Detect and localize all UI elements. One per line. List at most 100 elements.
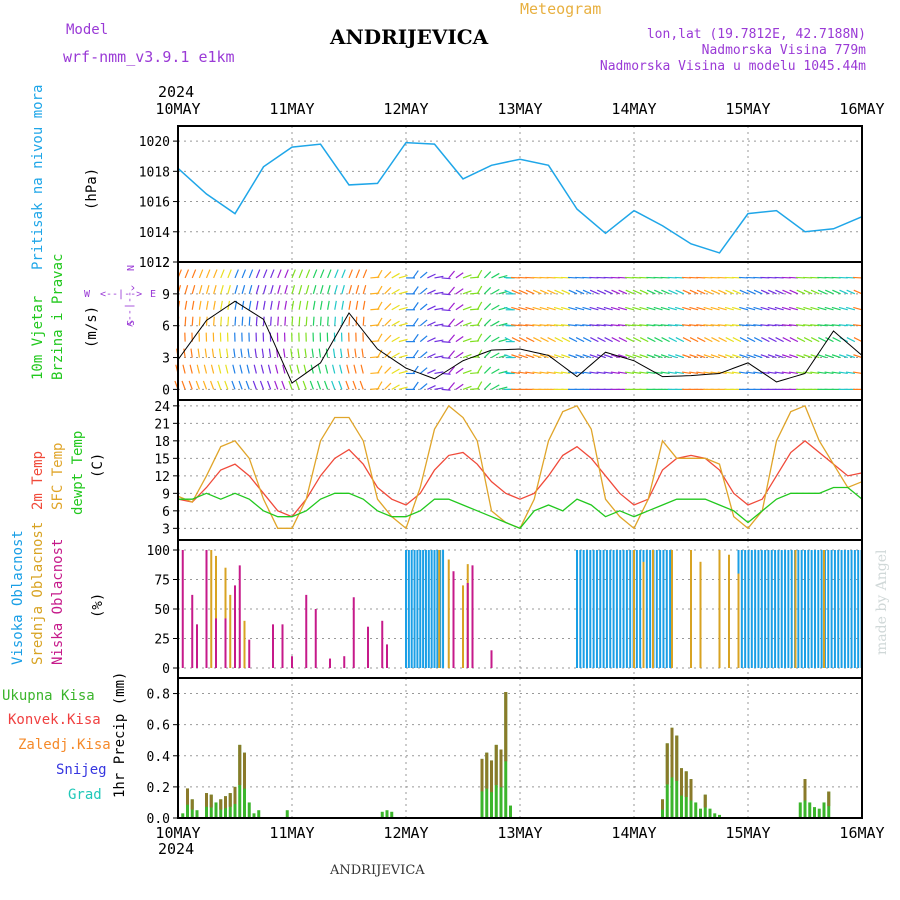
wind-barb [831, 306, 841, 311]
wind-barb [803, 324, 813, 327]
temp-panel-frame [177, 399, 863, 541]
wind-barb [462, 337, 472, 343]
wind-barb [561, 336, 571, 343]
wind-barb [711, 336, 720, 343]
wind-barb [646, 371, 656, 375]
temp-ytick-label: 18 [154, 435, 170, 450]
wind-barb [391, 320, 400, 327]
wind-barb [689, 354, 699, 359]
wind-barb [518, 371, 528, 375]
wind-barb [567, 324, 578, 327]
wind-barb [217, 364, 222, 374]
wind-barb [498, 338, 508, 343]
wind-barb [220, 285, 224, 295]
wind-barb [305, 300, 309, 310]
wind-barb [341, 300, 345, 310]
wind-barb [589, 371, 599, 375]
precip-bar-conv [485, 752, 489, 789]
wind-barb [211, 348, 215, 358]
precip-bar-total [257, 810, 261, 818]
wind-barb [384, 287, 392, 295]
temp-ytick-label: 12 [154, 470, 170, 485]
wind-barb [291, 285, 296, 295]
wind-barb [610, 324, 620, 327]
wind-barb [319, 316, 322, 326]
pressure-line [177, 141, 863, 254]
wind-barb [760, 324, 770, 327]
wind-barb [270, 269, 275, 279]
wind-barb [205, 285, 210, 295]
wind-barb [491, 352, 500, 359]
wind-barb [284, 285, 288, 295]
wind-barb [455, 272, 464, 279]
precip-bar-total [509, 805, 512, 818]
wind-barb [498, 322, 508, 327]
wind-barb [441, 388, 451, 391]
wind-barb [498, 386, 508, 390]
wind-barb [317, 364, 322, 374]
wind-barb [316, 380, 322, 390]
wind-barb [675, 289, 685, 295]
wind-barb [846, 354, 856, 359]
wind-barb [312, 285, 317, 295]
wind-barb [241, 269, 247, 279]
precip-bar-conv [665, 743, 669, 785]
wind-barb [246, 364, 250, 374]
wind-barb [511, 306, 521, 311]
wind-barb [254, 348, 257, 358]
wind-barb [277, 269, 282, 279]
cloud-unit: (%) [90, 593, 106, 618]
wind-barb [824, 324, 834, 327]
wind-barb [575, 371, 585, 375]
wind-barb [838, 371, 848, 375]
wind-barb [774, 306, 784, 311]
wind-barb [462, 369, 472, 375]
wind-panel-frame [177, 261, 863, 401]
wind-barb [376, 301, 383, 311]
wind-barb [398, 354, 408, 359]
wind-barb [213, 269, 218, 279]
wind-barb [504, 306, 514, 311]
wind-barb [732, 289, 742, 295]
wind-barb [376, 381, 383, 390]
precip-bar-conv [238, 744, 242, 786]
wind-barb [525, 371, 535, 375]
wind-barb [725, 336, 735, 343]
wind-barb [553, 306, 563, 311]
wind-barb [560, 324, 570, 327]
wind-barb [731, 371, 741, 375]
wind-barb [290, 348, 293, 358]
wind-barb [455, 320, 464, 327]
precip-bar-total [285, 810, 289, 818]
wind-barb [455, 383, 464, 390]
wind-barb [241, 285, 246, 295]
wind-barb [448, 270, 455, 279]
wind-barb [323, 380, 329, 390]
wind-barb [274, 364, 279, 374]
wind-barb [362, 285, 367, 295]
wind-barb [511, 371, 521, 375]
precip-bar-conv [490, 760, 493, 793]
precip-ytick-label: 0.6 [147, 719, 170, 734]
wind-barb [603, 306, 613, 311]
wind-barb [788, 324, 798, 327]
wind-barb [305, 285, 310, 295]
product-title: Meteogram [520, 0, 601, 18]
wind-barb [448, 318, 455, 327]
wind-barb [234, 285, 239, 295]
wind-barb [277, 285, 281, 295]
wind-barb [289, 364, 293, 374]
model-label: Model [66, 22, 108, 38]
precip-ytick-label: 0.0 [147, 812, 170, 827]
precip-ytick-label: 0.2 [147, 781, 170, 796]
wind-barb [853, 371, 863, 375]
wind-barb [198, 285, 203, 295]
wind-barb [319, 285, 324, 295]
wind-barb [717, 354, 727, 359]
precip-bar-conv [186, 788, 189, 805]
wind-barb [589, 324, 599, 327]
wind-barb [696, 336, 706, 343]
wind-barb [568, 354, 578, 359]
top-day-label: 11MAY [269, 100, 314, 118]
bottom-day-label: 16MAY [839, 824, 884, 842]
